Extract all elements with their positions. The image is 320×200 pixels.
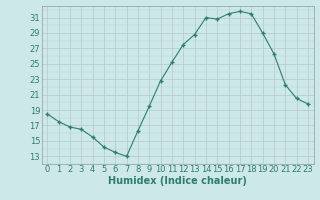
X-axis label: Humidex (Indice chaleur): Humidex (Indice chaleur) bbox=[108, 176, 247, 186]
